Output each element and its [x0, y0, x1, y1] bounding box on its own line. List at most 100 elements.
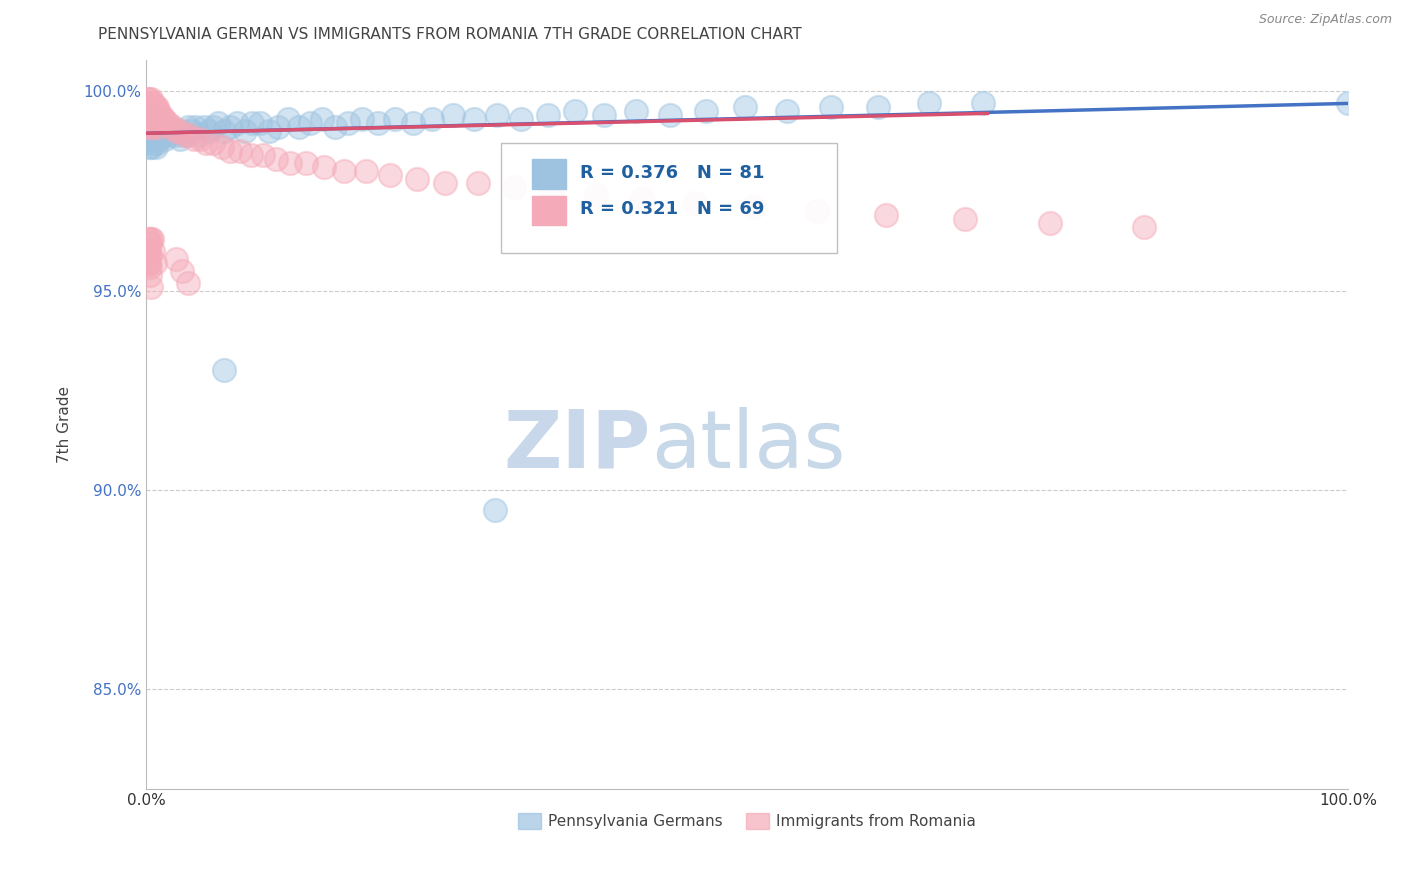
Point [142, 116, 165, 130]
Text: Source: ZipAtlas.com: Source: ZipAtlas.com [1258, 13, 1392, 27]
Point [138, 256, 160, 270]
Point [695, 104, 717, 119]
Point [354, 164, 377, 178]
Point [141, 108, 163, 122]
Point [177, 120, 200, 135]
Point [139, 279, 162, 293]
Point [143, 112, 166, 127]
Point [484, 502, 506, 516]
Point [434, 176, 457, 190]
Point [146, 112, 169, 127]
Point [467, 176, 489, 190]
Point [420, 112, 443, 127]
Point [157, 128, 180, 143]
Point [136, 256, 159, 270]
Point [585, 188, 607, 202]
Point [136, 232, 159, 246]
Point [139, 120, 162, 135]
Point [1132, 219, 1154, 234]
Point [162, 120, 184, 135]
Point [146, 116, 169, 130]
Point [240, 116, 263, 130]
Point [136, 92, 159, 106]
Point [378, 168, 401, 182]
Point [149, 120, 172, 135]
Point [145, 116, 167, 130]
Point [162, 124, 184, 138]
Point [226, 116, 249, 130]
Point [138, 232, 160, 246]
Point [169, 132, 191, 146]
Point [141, 120, 163, 135]
Point [188, 132, 211, 146]
Point [139, 92, 162, 106]
Point [202, 136, 225, 151]
Point [333, 164, 356, 178]
Point [295, 156, 318, 170]
Point [138, 116, 160, 130]
Point [229, 145, 252, 159]
Point [136, 124, 159, 138]
Point [806, 204, 828, 219]
Point [139, 268, 162, 282]
Point [214, 363, 236, 377]
Point [143, 116, 166, 130]
Point [139, 108, 162, 122]
Point [541, 184, 564, 198]
Point [486, 108, 509, 122]
Point [405, 172, 427, 186]
Point [631, 192, 654, 206]
Point [153, 120, 176, 135]
Point [146, 132, 169, 146]
Point [138, 104, 160, 119]
Point [503, 180, 526, 194]
Point [352, 112, 374, 127]
Point [202, 120, 225, 135]
Point [593, 108, 616, 122]
Point [776, 104, 799, 119]
Point [177, 276, 200, 290]
Point [139, 232, 162, 246]
Point [193, 120, 215, 135]
Point [173, 128, 195, 143]
Point [953, 211, 976, 226]
Point [136, 116, 159, 130]
Point [179, 128, 201, 143]
Point [141, 132, 163, 146]
Point [139, 120, 162, 135]
Point [183, 132, 205, 146]
Point [159, 124, 181, 138]
Point [149, 108, 172, 122]
Point [734, 100, 756, 114]
Point [139, 104, 162, 119]
Point [139, 124, 162, 138]
FancyBboxPatch shape [531, 196, 565, 225]
Point [148, 108, 170, 122]
Point [917, 96, 939, 111]
Point [188, 128, 211, 143]
Point [155, 124, 177, 138]
Point [142, 96, 165, 111]
Point [146, 136, 169, 151]
Point [1039, 216, 1062, 230]
Point [249, 116, 271, 130]
Point [139, 248, 162, 262]
Point [139, 235, 162, 250]
Text: ZIP: ZIP [503, 407, 651, 485]
Point [136, 104, 159, 119]
Point [184, 120, 207, 135]
Point [312, 160, 335, 174]
Point [311, 112, 333, 127]
Point [288, 120, 311, 135]
Point [742, 200, 765, 214]
FancyBboxPatch shape [531, 160, 565, 188]
Point [1337, 96, 1360, 111]
Point [155, 132, 177, 146]
Point [139, 140, 162, 154]
Point [138, 244, 160, 258]
Point [169, 124, 191, 138]
Point [207, 116, 229, 130]
Point [153, 112, 176, 127]
Point [972, 96, 994, 111]
Point [166, 124, 188, 138]
